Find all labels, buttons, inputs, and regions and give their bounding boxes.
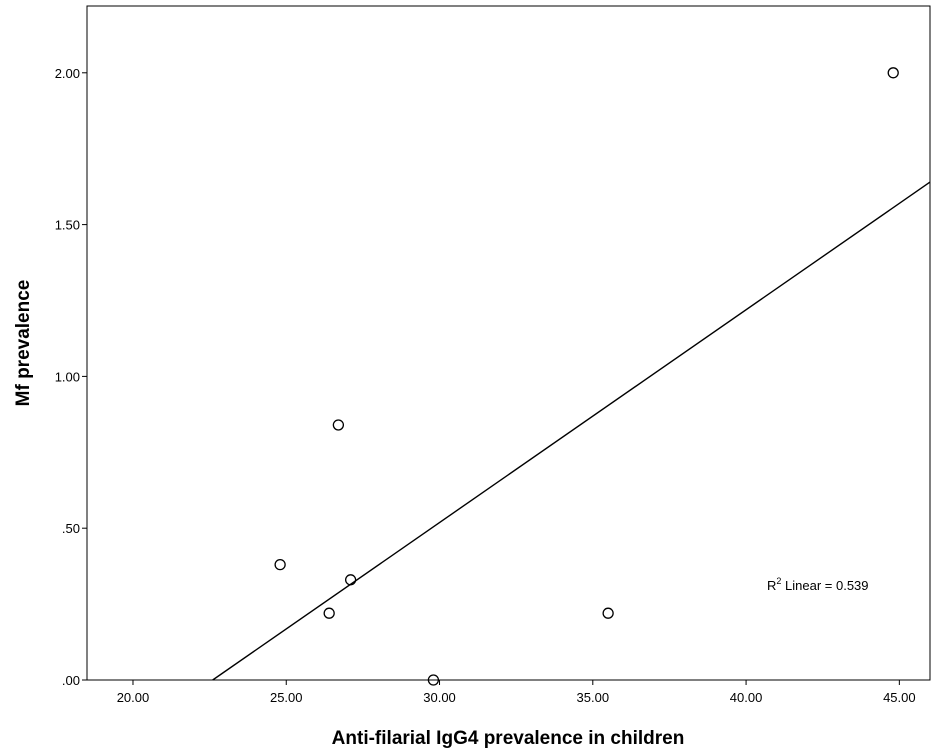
x-tick-label: 20.00 xyxy=(117,690,150,705)
x-axis-title: Anti-filarial IgG4 prevalence in childre… xyxy=(332,728,685,749)
y-axis-title: Mf prevalence xyxy=(13,280,34,407)
x-tick-label: 45.00 xyxy=(883,690,916,705)
x-axis: 20.00 25.00 30.00 35.00 40.00 45.00 xyxy=(117,680,916,705)
data-point xyxy=(602,607,614,619)
data-point xyxy=(274,558,286,571)
x-tick-label: 40.00 xyxy=(730,690,763,705)
r-squared-superscript: 2 xyxy=(776,576,781,586)
r-squared-text: Linear = 0.539 xyxy=(781,578,868,593)
x-tick-label: 35.00 xyxy=(577,690,610,705)
y-tick-label: .50 xyxy=(62,521,80,536)
data-point xyxy=(323,607,335,619)
data-points xyxy=(274,67,899,686)
x-tick-label: 30.00 xyxy=(423,690,456,705)
y-tick-label: 1.50 xyxy=(55,218,80,233)
y-axis: .00 .50 1.00 1.50 2.00 xyxy=(55,66,87,688)
data-point xyxy=(332,419,345,431)
fit-line xyxy=(212,181,931,681)
data-point xyxy=(887,67,899,79)
r-squared-prefix: R xyxy=(767,578,776,593)
r-squared-annotation: R2 Linear = 0.539 xyxy=(767,576,869,593)
data-point xyxy=(344,574,357,586)
y-tick-label: 1.00 xyxy=(55,369,80,384)
plot-area xyxy=(86,5,931,681)
x-tick-label: 25.00 xyxy=(270,690,303,705)
data-point xyxy=(427,674,440,686)
y-tick-label: 2.00 xyxy=(55,66,80,81)
y-tick-label: .00 xyxy=(62,673,80,688)
